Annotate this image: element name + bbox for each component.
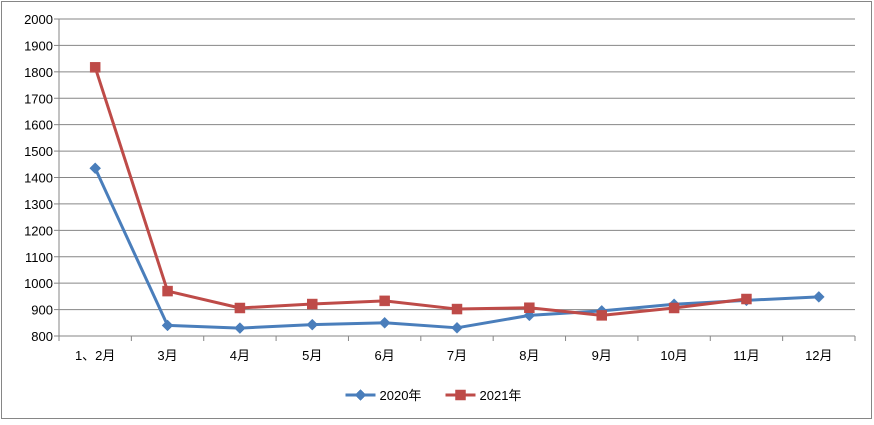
y-tick-label: 1100	[25, 250, 53, 265]
data-point	[161, 319, 174, 332]
x-tick-label: 6月	[375, 348, 395, 363]
x-tick-label: 9月	[592, 348, 612, 363]
data-point	[378, 316, 391, 329]
y-axis-tick-labels: 800 900 1000 1100 1200 1300 1400 1500 1600 1700 18…	[24, 12, 53, 344]
x-tick-label: 11月	[733, 348, 760, 363]
y-tick-label: 800	[31, 329, 53, 344]
data-point	[812, 291, 825, 303]
x-tick-label: 12月	[805, 348, 832, 363]
data-point	[162, 285, 173, 297]
data-point	[451, 321, 463, 334]
data-point	[89, 162, 102, 175]
legend-item: 2021年	[445, 388, 522, 403]
legend-marker	[455, 389, 466, 401]
y-tick-label: 1600	[24, 118, 53, 133]
y-tick-label: 1400	[24, 171, 53, 186]
data-point	[234, 302, 246, 314]
y-tick-label: 1800	[24, 65, 53, 80]
data-point	[306, 318, 319, 331]
data-point	[451, 303, 463, 315]
data-point	[741, 293, 752, 305]
x-axis-tick-labels: 1、2月 3月 4月 5月 6月 7月 8月 9月 10月 11月 12月	[75, 348, 833, 363]
y-tick-label: 2000	[24, 12, 53, 27]
x-tick-label: 5月	[302, 348, 322, 363]
legend-label: 2020年	[380, 388, 422, 403]
legend-label: 2021年	[480, 388, 522, 403]
data-series	[89, 62, 825, 334]
data-point	[524, 302, 535, 313]
y-tick-label: 1300	[24, 197, 53, 212]
data-point	[596, 310, 607, 321]
y-tick-label: 1200	[24, 223, 53, 238]
data-point	[307, 298, 318, 310]
x-tick-label: 10月	[660, 348, 687, 363]
data-point	[89, 62, 101, 73]
grid-lines	[59, 18, 855, 311]
data-point	[234, 322, 246, 334]
legend-marker	[354, 389, 367, 401]
y-tick-label: 1900	[24, 38, 53, 53]
axes	[54, 18, 856, 341]
x-tick-label: 1、2月	[75, 348, 115, 363]
y-tick-label: 1000	[24, 276, 53, 291]
legend: 2020年 2021年	[345, 388, 522, 403]
data-point	[379, 295, 390, 307]
x-tick-label: 7月	[447, 348, 467, 363]
y-tick-label: 1700	[24, 91, 53, 106]
series-line	[93, 66, 747, 317]
y-tick-label: 1500	[24, 144, 53, 159]
x-tick-label: 4月	[230, 348, 250, 363]
y-tick-label: 900	[31, 303, 53, 318]
legend-item: 2020年	[345, 388, 422, 403]
series-2	[89, 62, 752, 321]
data-point	[668, 302, 680, 314]
x-tick-label: 3月	[157, 348, 177, 363]
x-tick-label: 8月	[519, 348, 539, 363]
